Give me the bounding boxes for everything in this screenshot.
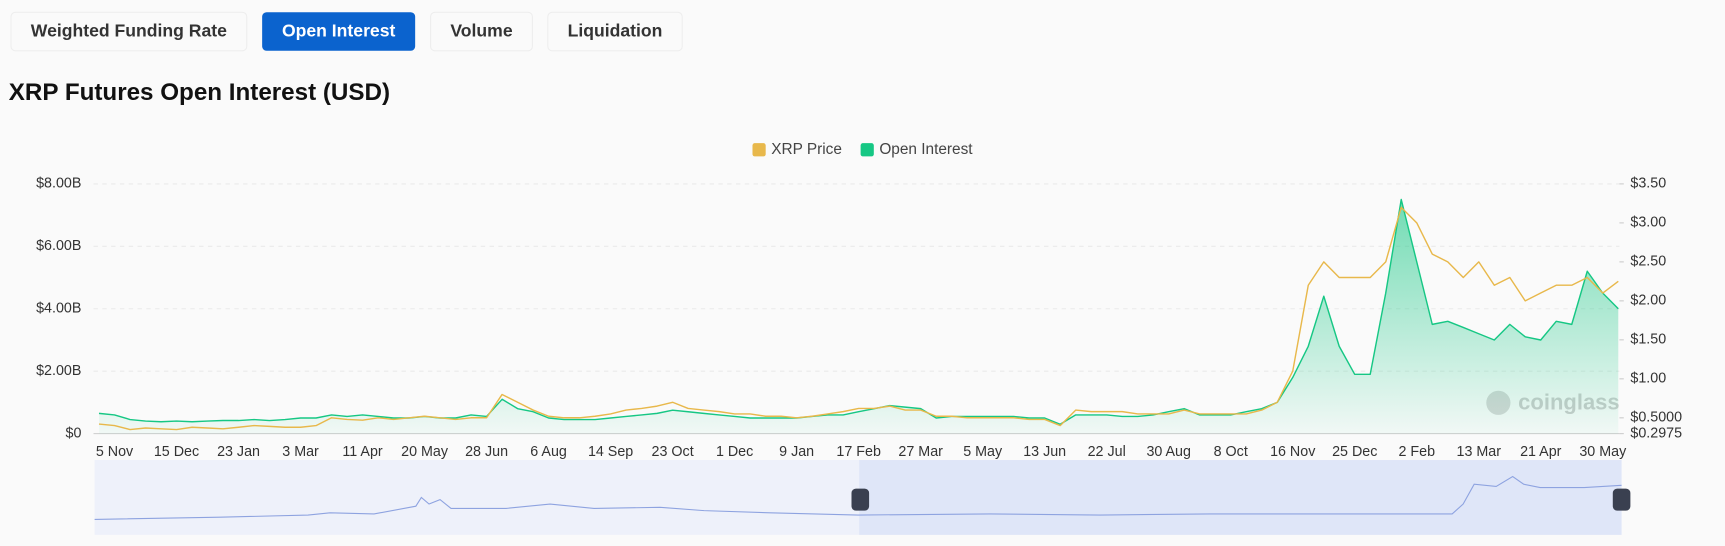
- x-tick-label: 5 May: [963, 444, 1003, 460]
- legend-swatch: [752, 143, 766, 157]
- tab-label[interactable]: Liquidation: [568, 21, 663, 41]
- x-tick-label: 5 Nov: [96, 444, 134, 460]
- legend-label: XRP Price: [771, 141, 842, 158]
- x-tick-label: 23 Jan: [217, 444, 260, 460]
- tab-bar: Weighted Funding Rate Open Interest Volume…: [10, 11, 683, 52]
- y-tick-label: $4.00B: [36, 301, 81, 317]
- y2-tick-label: $0.2975: [1630, 425, 1682, 441]
- tab[interactable]: [10, 11, 248, 52]
- legend-label: Open Interest: [879, 141, 973, 158]
- tab[interactable]: [547, 11, 683, 52]
- chart-title: XRP Futures Open Interest (USD): [9, 79, 390, 106]
- x-tick-label: 13 Jun: [1023, 444, 1066, 460]
- x-tick-label: 14 Sep: [588, 444, 633, 460]
- y2-tick-label: $3.50: [1630, 176, 1666, 192]
- tab-label[interactable]: Volume: [450, 21, 512, 41]
- x-tick-label: 23 Oct: [652, 444, 694, 460]
- tab[interactable]: [430, 11, 533, 52]
- x-tick-label: 30 May: [1579, 444, 1627, 460]
- x-tick-label: 13 Mar: [1457, 444, 1502, 460]
- y-tick-label: $8.00B: [36, 176, 81, 192]
- y2-tick-label: $3.00: [1630, 215, 1666, 231]
- x-tick-label: 16 Nov: [1270, 444, 1316, 460]
- x-tick-label: 1 Dec: [716, 444, 753, 460]
- x-tick-label: 30 Aug: [1146, 444, 1191, 460]
- x-tick-label: 20 May: [401, 444, 449, 460]
- x-tick-label: 28 Jun: [465, 444, 508, 460]
- y-tick-label: $0: [66, 425, 82, 441]
- tab-label[interactable]: Weighted Funding Rate: [31, 21, 227, 41]
- x-tick-label: 3 Mar: [282, 444, 319, 460]
- x-tick-label: 17 Feb: [836, 444, 881, 460]
- navigator-line: [94, 475, 1622, 520]
- series-area: [99, 199, 1619, 434]
- navigator-handle[interactable]: [1612, 488, 1631, 511]
- x-tick-label: 11 Apr: [342, 444, 383, 460]
- series-line: [98, 206, 1619, 431]
- x-tick-label: 2 Feb: [1398, 444, 1435, 460]
- x-tick-label: 25 Dec: [1332, 444, 1377, 460]
- navigator[interactable]: [94, 460, 1631, 535]
- y-tick-label: $6.00B: [36, 238, 81, 254]
- y2-tick-label: $1.50: [1630, 332, 1666, 348]
- x-tick-label: 27 Mar: [898, 444, 943, 460]
- x-tick-label: 21 Apr: [1520, 444, 1562, 460]
- x-tick-label: 22 Jul: [1088, 444, 1126, 460]
- x-tick-label: 8 Oct: [1214, 444, 1248, 460]
- y2-tick-label: $2.50: [1630, 254, 1666, 270]
- y2-tick-label: $0.5000: [1630, 410, 1682, 426]
- navigator-handle[interactable]: [851, 488, 870, 511]
- y2-tick-label: $2.00: [1630, 293, 1666, 309]
- y2-tick-label: $1.00: [1630, 371, 1666, 387]
- x-tick-label: 15 Dec: [154, 444, 199, 460]
- navigator-window[interactable]: [859, 460, 1622, 535]
- x-tick-label: 9 Jan: [779, 444, 814, 460]
- tab-label[interactable]: Open Interest: [282, 21, 396, 41]
- y-tick-label: $2.00B: [36, 363, 81, 379]
- tab[interactable]: [262, 12, 416, 51]
- legend-swatch: [860, 143, 874, 157]
- series-line: [98, 198, 1619, 425]
- x-tick-label: 6 Aug: [530, 444, 567, 460]
